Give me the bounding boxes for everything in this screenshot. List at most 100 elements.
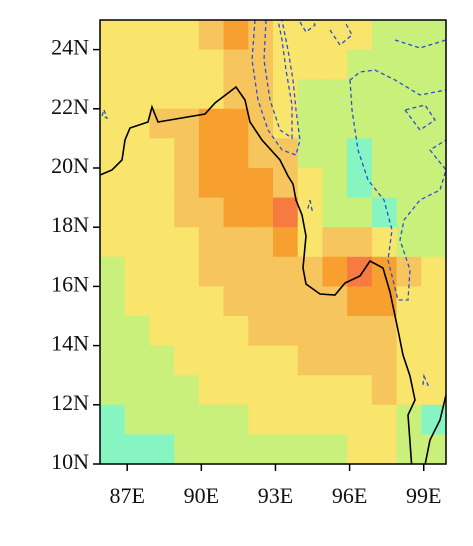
grid-cell	[124, 20, 151, 51]
grid-cell	[421, 434, 447, 465]
grid-cell	[273, 404, 299, 435]
grid-cell	[100, 79, 126, 110]
grid-cell	[248, 168, 274, 199]
y-tick-label: 24N	[51, 35, 89, 60]
grid-cell	[347, 168, 373, 199]
grid-cell	[371, 345, 398, 376]
grid-cell	[198, 316, 225, 347]
grid-cell	[174, 49, 200, 80]
grid-cell	[371, 375, 398, 406]
grid-cell	[371, 49, 398, 80]
x-tick-label: 96E	[332, 483, 367, 508]
grid-cell	[124, 138, 151, 169]
grid-cell	[198, 168, 225, 199]
grid-cell	[322, 404, 348, 435]
axes: 87E 90E 93E 96E 99E 10N 12N 14N 16N 18N 20N 22N 24N	[51, 35, 441, 508]
grid-cell	[248, 108, 274, 139]
grid-cell	[297, 227, 324, 258]
y-tick-label: 22N	[51, 94, 89, 119]
grid-cell	[347, 375, 373, 406]
grid-cell	[248, 404, 274, 435]
grid-cell	[421, 20, 447, 51]
grid-cell	[248, 197, 274, 228]
contour	[329, 21, 353, 46]
grid-cell	[174, 256, 200, 287]
grid-cell	[174, 227, 200, 258]
grid-cell	[149, 316, 175, 347]
grid-cell	[124, 227, 151, 258]
grid-cell	[297, 108, 324, 139]
grid-cell	[149, 49, 175, 80]
grid-cell	[174, 375, 200, 406]
grid-cell	[297, 375, 324, 406]
grid-cell	[100, 345, 126, 376]
grid-cell	[421, 108, 447, 139]
grid-cell	[248, 345, 274, 376]
grid-cell	[100, 197, 126, 228]
grid-cell	[273, 227, 299, 258]
x-tick-label: 99E	[406, 483, 441, 508]
grid-cell	[421, 168, 447, 199]
grid-cell	[421, 375, 447, 406]
grid-cell	[248, 434, 274, 465]
grid-cell	[396, 20, 422, 51]
y-tick-label: 12N	[51, 390, 89, 415]
grid-cell	[124, 79, 151, 110]
grid-cell	[322, 434, 348, 465]
grid-cell	[100, 256, 126, 287]
grid-cell	[322, 316, 348, 347]
grid-cell	[248, 79, 274, 110]
grid-cell	[396, 227, 422, 258]
grid-cell	[322, 345, 348, 376]
coastline	[424, 394, 446, 464]
grid-cell	[223, 138, 249, 169]
grid-cell	[322, 79, 348, 110]
grid-cell	[198, 256, 225, 287]
grid-cell	[223, 49, 249, 80]
grid-cell	[421, 286, 447, 317]
y-tick-label: 18N	[51, 212, 89, 237]
grid-cell	[223, 227, 249, 258]
grid-cell	[149, 79, 175, 110]
grid-cell	[198, 227, 225, 258]
grid-cell	[198, 197, 225, 228]
grid-cell	[198, 404, 225, 435]
grid-cell	[124, 404, 151, 435]
grid-cell	[124, 375, 151, 406]
grid-cell	[198, 345, 225, 376]
grid-cell	[347, 197, 373, 228]
x-tick-label: 87E	[109, 483, 144, 508]
grid-cell	[396, 286, 422, 317]
grid-cell	[223, 197, 249, 228]
grid-cell	[371, 316, 398, 347]
grid-cell	[124, 108, 151, 139]
grid-cell	[421, 197, 447, 228]
grid-cell	[273, 375, 299, 406]
grid-cell	[223, 79, 249, 110]
grid-cell	[149, 286, 175, 317]
grid-cell	[149, 20, 175, 51]
grid-cell	[371, 79, 398, 110]
grid-cell	[174, 138, 200, 169]
grid-cell	[124, 345, 151, 376]
grid-cell	[322, 197, 348, 228]
grid-cell	[248, 316, 274, 347]
grid-cell	[297, 168, 324, 199]
grid-cell	[297, 434, 324, 465]
grid-cell	[322, 375, 348, 406]
grid-cell	[347, 345, 373, 376]
grid-cell	[421, 138, 447, 169]
grid-cell	[100, 434, 126, 465]
grid-cell	[396, 108, 422, 139]
y-tick-label: 20N	[51, 153, 89, 178]
grid-cell	[174, 345, 200, 376]
grid-cell	[297, 49, 324, 80]
grid-cell	[248, 256, 274, 287]
grid-cell	[371, 434, 398, 465]
y-tick-label: 14N	[51, 331, 89, 356]
grid-cell	[396, 138, 422, 169]
grid-cell	[273, 316, 299, 347]
grid-cell	[297, 286, 324, 317]
grid-cell	[297, 404, 324, 435]
